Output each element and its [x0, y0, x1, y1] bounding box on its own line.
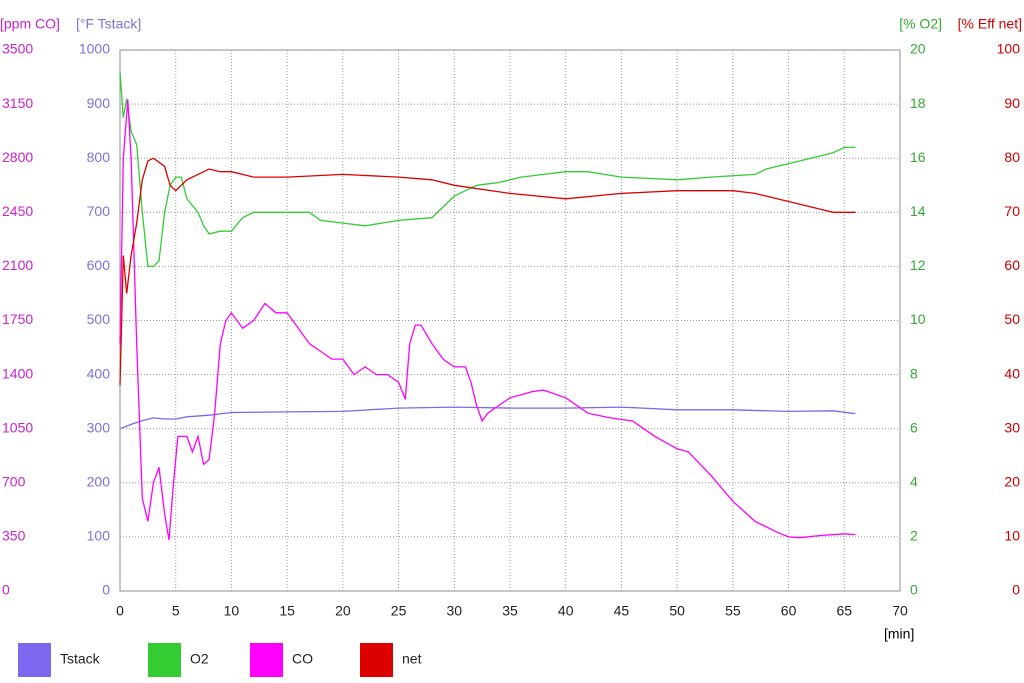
legend-swatch	[250, 643, 283, 677]
series-line	[119, 406, 856, 430]
axis-title: [ppm CO]	[0, 16, 60, 32]
y-tick-label: 100	[997, 41, 1021, 57]
y-tick-label: 350	[2, 528, 26, 544]
y-tick-label: 70	[1004, 203, 1020, 219]
x-tick-label: 5	[172, 603, 180, 619]
x-tick-label: 15	[279, 603, 295, 619]
y-tick-label: 2	[910, 528, 918, 544]
y-tick-label: 60	[1004, 257, 1020, 273]
y-tick-label: 0	[102, 582, 110, 598]
y-tick-label: 4	[910, 474, 918, 490]
series-line	[119, 157, 856, 386]
x-tick-label: 10	[224, 603, 240, 619]
y-tick-label: 30	[1004, 419, 1020, 435]
legend-swatch	[148, 643, 181, 677]
legend-label: net	[402, 651, 422, 667]
y-tick-label: 800	[87, 149, 111, 165]
x-tick-label: 55	[725, 603, 741, 619]
x-tick-label: 30	[446, 603, 462, 619]
x-tick-label: 50	[669, 603, 685, 619]
series-line	[119, 71, 856, 268]
y-tick-label: 90	[1004, 95, 1020, 111]
y-tick-label: 700	[2, 474, 26, 490]
axis-title: [% O2]	[899, 16, 942, 32]
y-tick-label: 400	[87, 365, 111, 381]
y-tick-label: 3150	[2, 95, 33, 111]
x-tick-label: 60	[781, 603, 797, 619]
x-tick-label: 70	[892, 603, 908, 619]
x-axis-label: [min]	[884, 626, 914, 642]
y-tick-label: 10	[1004, 528, 1020, 544]
x-tick-label: 0	[116, 603, 124, 619]
y-tick-label: 0	[910, 582, 918, 598]
y-tick-label: 40	[1004, 365, 1020, 381]
legend-swatch	[360, 643, 393, 677]
y-tick-label: 18	[910, 95, 926, 111]
axis-title: [°F Tstack]	[76, 16, 141, 32]
x-tick-label: 20	[335, 603, 351, 619]
y-tick-label: 1050	[2, 419, 33, 435]
y-tick-label: 50	[1004, 311, 1020, 327]
y-tick-label: 20	[1004, 474, 1020, 490]
y-tick-label: 900	[87, 95, 111, 111]
y-tick-label: 0	[2, 582, 10, 598]
y-tick-label: 3500	[2, 41, 33, 57]
y-tick-label: 2800	[2, 149, 33, 165]
y-tick-label: 1000	[79, 41, 110, 57]
y-tick-label: 1400	[2, 365, 33, 381]
legend-label: CO	[292, 651, 313, 667]
y-tick-label: 20	[910, 41, 926, 57]
x-tick-label: 40	[558, 603, 574, 619]
x-tick-label: 35	[502, 603, 518, 619]
y-tick-label: 8	[910, 365, 918, 381]
legend-swatch	[18, 643, 51, 677]
y-tick-label: 0	[1012, 582, 1020, 598]
y-tick-label: 700	[87, 203, 111, 219]
y-tick-label: 500	[87, 311, 111, 327]
x-tick-label: 65	[836, 603, 852, 619]
y-tick-label: 2450	[2, 203, 33, 219]
y-tick-label: 14	[910, 203, 926, 219]
y-tick-label: 2100	[2, 257, 33, 273]
y-tick-label: 200	[87, 474, 111, 490]
y-tick-label: 16	[910, 149, 926, 165]
y-tick-label: 600	[87, 257, 111, 273]
y-tick-label: 1750	[2, 311, 33, 327]
x-tick-label: 25	[391, 603, 407, 619]
legend-label: O2	[190, 651, 209, 667]
y-tick-label: 10	[910, 311, 926, 327]
y-tick-label: 80	[1004, 149, 1020, 165]
x-tick-label: 45	[614, 603, 630, 619]
y-tick-label: 100	[87, 528, 111, 544]
y-tick-label: 300	[87, 419, 111, 435]
y-tick-label: 6	[910, 419, 918, 435]
legend-label: Tstack	[60, 651, 101, 667]
axis-title: [% Eff net]	[958, 16, 1022, 32]
y-tick-label: 12	[910, 257, 926, 273]
series-line	[119, 99, 856, 541]
